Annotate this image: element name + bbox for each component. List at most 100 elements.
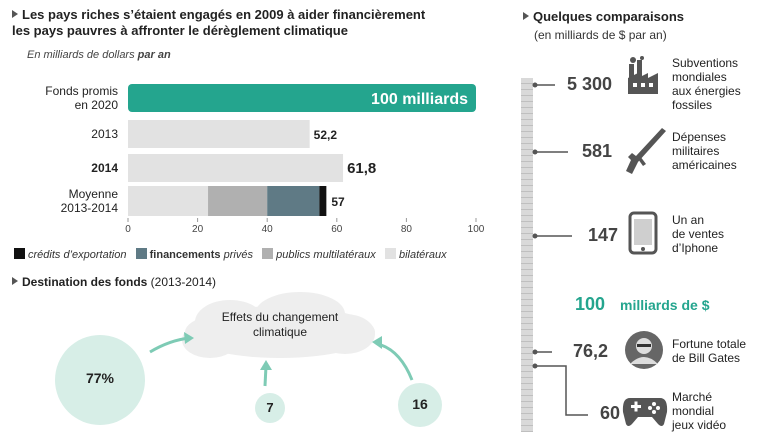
share-circle-small2: [398, 383, 442, 427]
desc-fossil-line: fossiles: [672, 98, 713, 112]
gamepad-icon: [622, 398, 668, 426]
bar-chart: Fonds promis en 2020 2013 2014 Moyenne 2013-2…: [45, 84, 485, 235]
destination-title-bold: Destination des fonds: [22, 275, 148, 289]
bar-value-label: 52,2: [314, 128, 338, 142]
bullet-arrow-icon: [12, 10, 18, 18]
comparison-connectors: [532, 82, 588, 416]
desc-iphone: Un an de ventes d’Iphone: [672, 213, 724, 255]
desc-iphone-line: de ventes: [672, 227, 725, 241]
desc-iphone-line: Un an: [672, 213, 705, 227]
desc-military: Dépenses militaires américaines: [672, 130, 737, 172]
legend-label-export: crédits d’exportation: [28, 249, 127, 261]
legend-item-private: financements privés: [135, 248, 253, 261]
cloud-label-line1: Effets du changement: [221, 310, 339, 324]
cloud-label: Effets du changement climatique: [185, 310, 375, 340]
legend-label-bilateral: bilatéraux: [398, 249, 447, 261]
category-label: Moyenne 2013-2014: [61, 187, 119, 215]
comparison-title: Quelques comparaisons: [523, 9, 684, 24]
value-promised: 100: [575, 294, 606, 314]
legend-swatch-bilateral: [384, 248, 396, 259]
value-gaming: 60: [599, 403, 620, 423]
desc-fossil-line: aux énergies: [672, 84, 741, 98]
legend-item-bilateral: bilatéraux: [384, 248, 447, 261]
factory-icon: [628, 56, 658, 94]
x-tick-label: 80: [401, 224, 413, 235]
promised-unit: milliards de $: [620, 297, 710, 313]
rifle-icon: [626, 128, 666, 174]
stack-segment: [208, 186, 268, 216]
destination-title: Destination des fonds (2013-2014): [12, 275, 216, 289]
bullet-arrow-icon: [523, 12, 529, 20]
x-tick-label: 0: [125, 224, 131, 235]
arrow-heads: [184, 332, 382, 370]
x-tick-label: 100: [468, 224, 485, 235]
stack-segment: [128, 186, 209, 216]
chart-title: Les pays riches s’étaient engagés en 200…: [12, 7, 482, 39]
desc-military-line: militaires: [672, 144, 720, 158]
category-label: Fonds promis en 2020: [45, 84, 118, 112]
desc-gates-line: Fortune totale: [672, 337, 747, 351]
share-label-small2: 16: [412, 396, 428, 412]
value-gates: 76,2: [572, 341, 608, 361]
category-label: 2013: [91, 127, 118, 141]
desc-gaming: Marché mondial jeux vidéo: [672, 390, 726, 432]
bar-promised: [128, 84, 476, 112]
stack-segment: [267, 186, 320, 216]
bar-label-promised: 100 milliards: [371, 91, 468, 108]
portrait-icon: [625, 331, 663, 369]
value-fossil: 5 300: [566, 74, 612, 94]
subtitle-bold: par an: [137, 49, 171, 61]
smartphone-icon: [628, 211, 658, 255]
desc-gaming-line: mondial: [672, 404, 715, 418]
desc-military-line: américaines: [672, 158, 737, 172]
category-label: 2014: [91, 161, 118, 175]
bar-value-label: 57: [331, 195, 345, 209]
arrowhead-1: [184, 332, 194, 344]
legend-label-multi: publics multilatéraux: [276, 249, 376, 261]
legend-label-financements: financements: [149, 249, 221, 261]
chart-title-line1: Les pays riches s’étaient engagés en 200…: [22, 7, 426, 22]
destination-title-rest: (2013-2014): [147, 275, 217, 289]
subtitle-prefix: En milliards de dollars: [27, 49, 138, 61]
bar-value-label: 61,8: [347, 160, 376, 177]
chart-subtitle: En milliards de dollars par an: [27, 49, 171, 61]
value-military: 581: [581, 141, 612, 161]
stack-segment: [319, 186, 327, 216]
scale-ticks: [521, 78, 533, 432]
desc-gates: Fortune totale de Bill Gates: [672, 337, 746, 365]
comparison-title-text: Quelques comparaisons: [533, 9, 684, 24]
share-circle-small1: [255, 393, 285, 423]
x-tick-label: 20: [192, 224, 204, 235]
legend-label-private: privés: [220, 249, 253, 261]
legend-item-multi: publics multilatéraux: [262, 248, 376, 261]
bar-2: [128, 154, 344, 182]
x-tick-label: 40: [262, 224, 274, 235]
scale-bar: [521, 78, 533, 432]
desc-gaming-line: jeux vidéo: [672, 418, 727, 432]
desc-fossil: Subventions mondiales aux énergies fossi…: [672, 56, 741, 112]
share-circle-big: [55, 335, 145, 425]
destination-diagram: [55, 292, 442, 427]
cloud-icon: [182, 292, 375, 358]
legend-swatch-private: [135, 248, 147, 259]
desc-fossil-line: mondiales: [672, 70, 727, 84]
legend: crédits d’exportation financements privé…: [14, 248, 447, 261]
legend-swatch-export: [14, 248, 25, 259]
chart-title-line2: les pays pauvres à affronter le dérèglem…: [12, 23, 348, 38]
desc-gates-line: de Bill Gates: [672, 351, 741, 365]
x-tick-label: 60: [331, 224, 343, 235]
cloud-label-line2: climatique: [252, 325, 308, 339]
share-label-big: 77%: [85, 370, 115, 386]
arrowhead-2: [260, 360, 272, 370]
value-iphone: 147: [587, 225, 618, 245]
bar-1: [128, 120, 310, 148]
desc-fossil-line: Subventions: [672, 56, 739, 70]
desc-gaming-line: Marché: [672, 390, 713, 404]
legend-swatch-multi: [262, 248, 274, 259]
desc-iphone-line: d’Iphone: [672, 241, 719, 255]
arrow-small2-to-cloud: [377, 342, 414, 381]
arrowhead-3: [372, 336, 382, 349]
desc-military-line: Dépenses: [672, 130, 727, 144]
bullet-arrow-icon: [12, 277, 18, 285]
comparison-subtitle: (en milliards de $ par an): [534, 28, 667, 42]
